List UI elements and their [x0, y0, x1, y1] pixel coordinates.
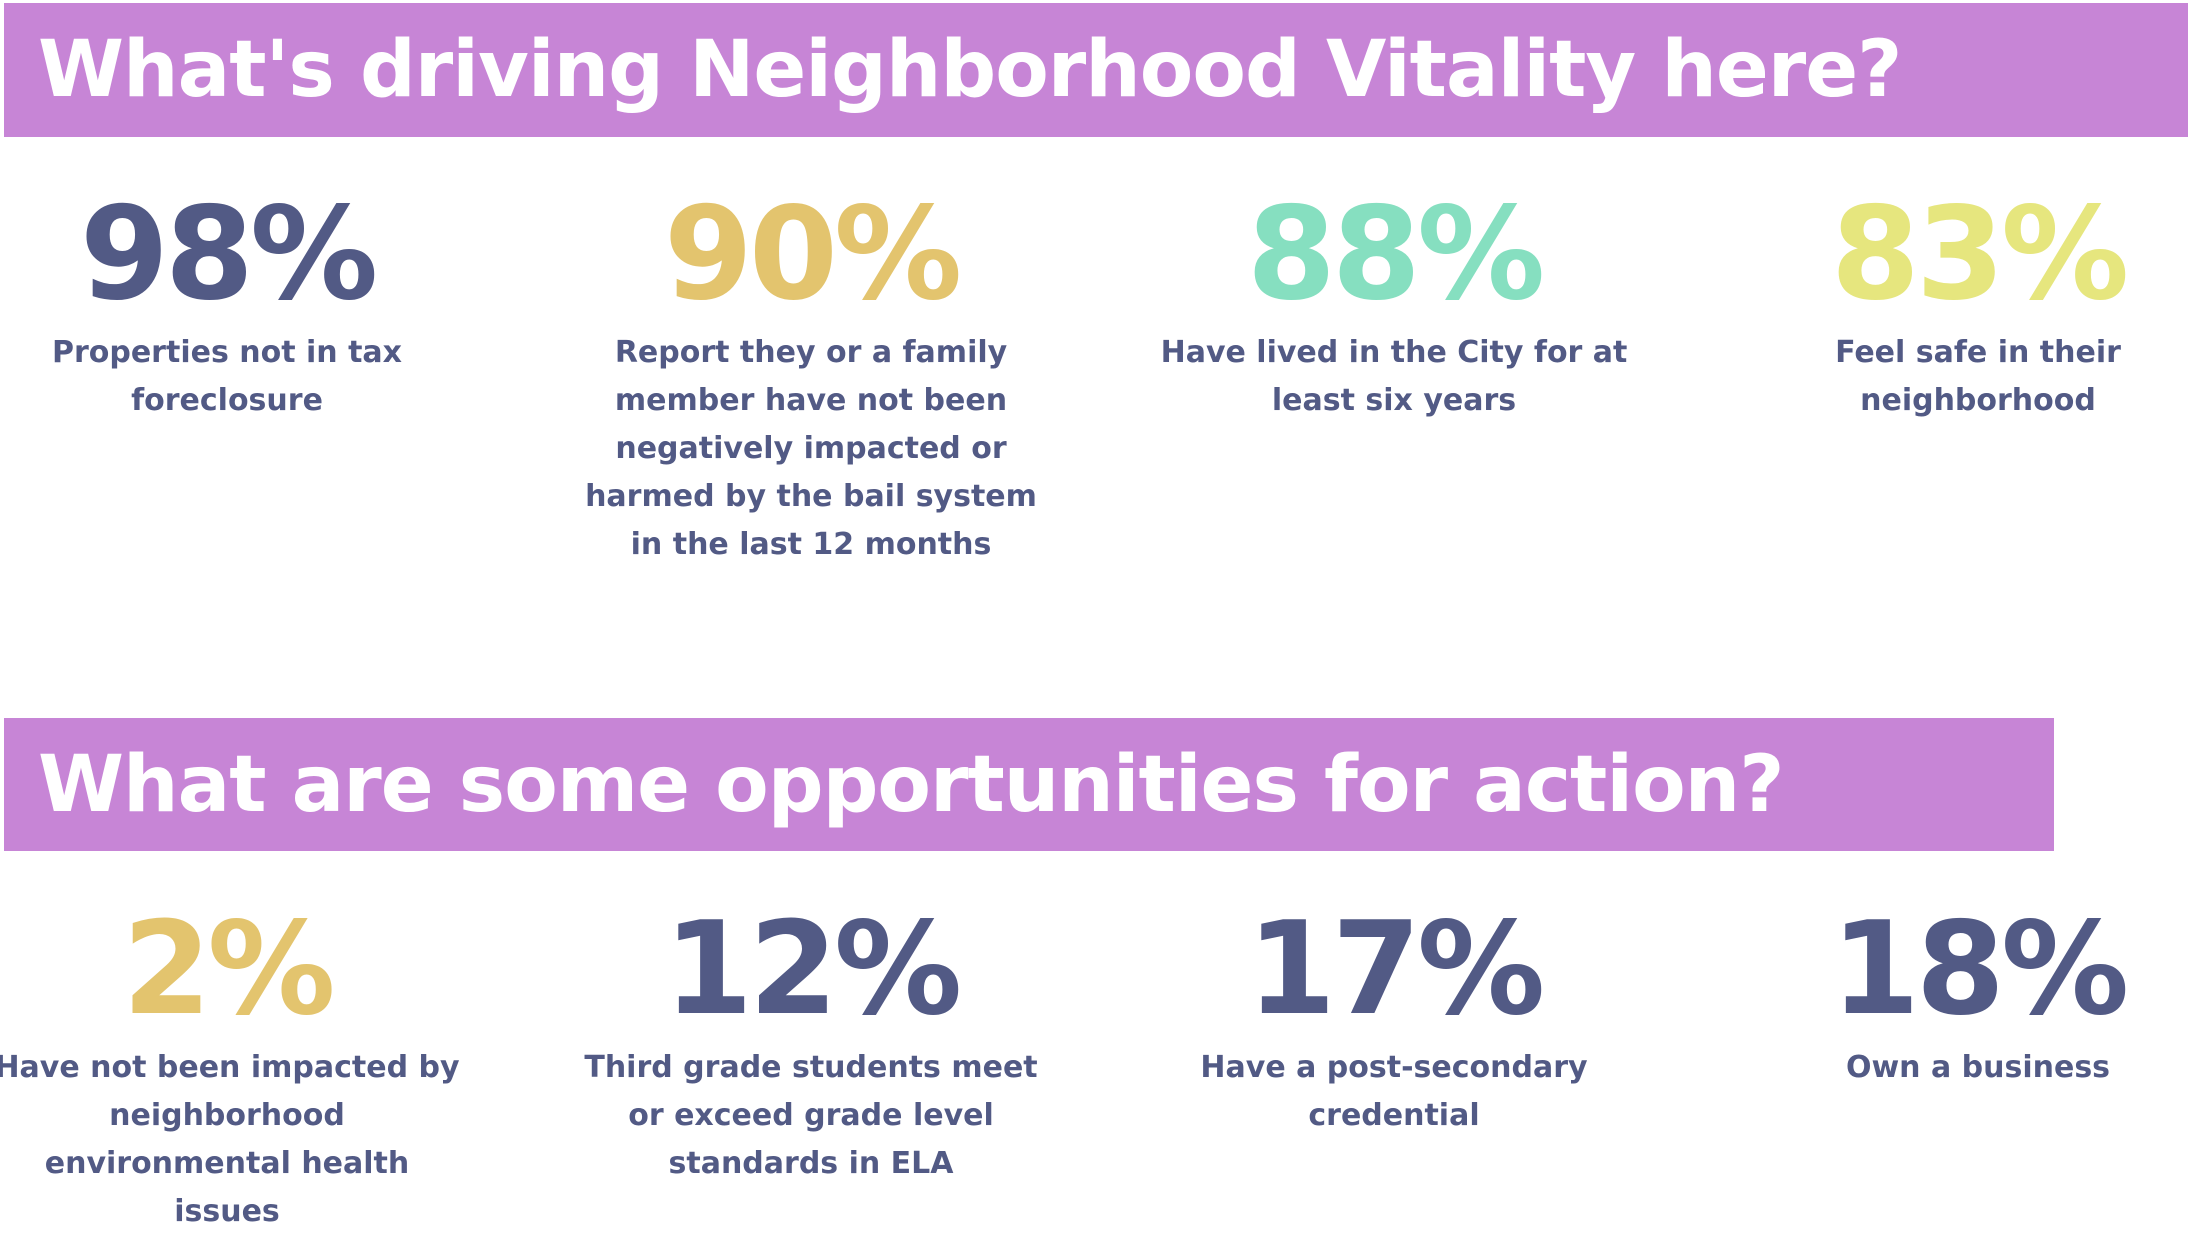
stat-block: 2% Have not been impacted by neighborhood… — [0, 900, 462, 1236]
stat-block: 17% Have a post-secondary credential — [1159, 900, 1629, 1140]
stat-description: Properties not in tax foreclosure — [51, 335, 403, 418]
stat-description: Third grade students meet or exceed grad… — [584, 1050, 1038, 1181]
stat-description: Have lived in the City for at least six … — [1160, 335, 1628, 418]
stat-block: 12% Third grade students meet or exceed g… — [576, 900, 1046, 1188]
stat-description: Have a post-secondary credential — [1200, 1050, 1588, 1133]
stat-description: Have not been impacted by neighborhood e… — [0, 1050, 460, 1229]
stat-description: Own a business — [1845, 1050, 2111, 1085]
stat-value: 90% — [663, 180, 962, 329]
stat-block: 88% Have lived in the City for at least s… — [1159, 185, 1629, 425]
section-banner: What are some opportunities for action? — [4, 718, 2054, 851]
stat-description: Feel safe in their neighborhood — [1835, 335, 2121, 418]
stat-block: 98% Properties not in tax foreclosure — [0, 185, 462, 425]
stat-value: 83% — [1830, 180, 2129, 329]
stat-value: 18% — [1830, 895, 2129, 1044]
stat-value: 17% — [1246, 895, 1545, 1044]
section-banner: What's driving Neighborhood Vitality her… — [4, 3, 2188, 137]
stat-value: 12% — [663, 895, 962, 1044]
stat-value: 88% — [1246, 180, 1545, 329]
stat-block: 18% Own a business — [1743, 900, 2192, 1092]
stat-block: 83% Feel safe in their neighborhood — [1743, 185, 2192, 425]
stat-description: Report they or a family member have not … — [585, 335, 1037, 562]
stat-value: 2% — [122, 895, 335, 1044]
stat-block: 90% Report they or a family member have n… — [576, 185, 1046, 569]
stat-value: 98% — [79, 180, 378, 329]
